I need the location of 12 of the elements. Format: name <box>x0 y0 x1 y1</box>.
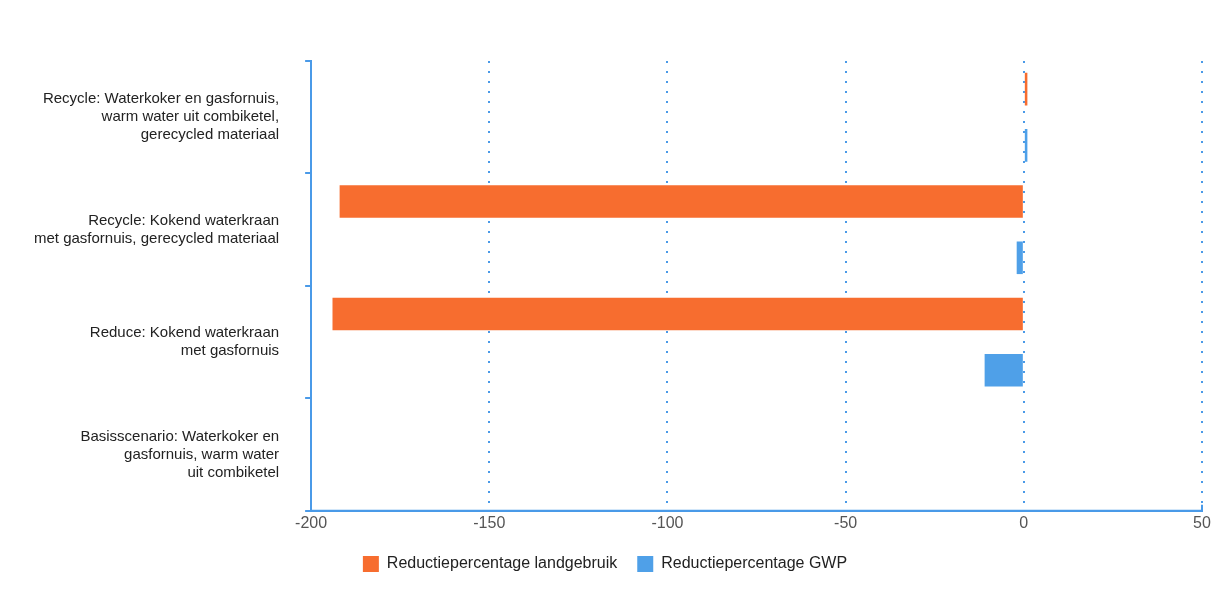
x-tick-label: -200 <box>295 513 328 531</box>
x-tick-label: -50 <box>834 513 858 531</box>
x-tick-label: 50 <box>1193 513 1211 531</box>
y-tick-label: Reduce: Kokend waterkraan met gasfornuis <box>89 323 280 359</box>
y-tick-label: Basisscenario: Waterkoker en gasfornuis, warm water uit combiketel <box>80 426 280 480</box>
x-tick-label: -100 <box>651 513 684 531</box>
legend-label: Reductiepercentage landgebruik <box>386 554 619 572</box>
x-tick-label: 0 <box>1019 513 1029 531</box>
y-tick-label: Recycle: Waterkoker en gasfornuis, warm water uit combiketel, gerecycled materiaal <box>42 89 280 143</box>
x-tick-label: -150 <box>473 513 506 531</box>
y-tick-label: Recycle: Kokend waterkraan met gasfornuis, gerecycled materiaal <box>33 210 280 246</box>
legend-label: Reductiepercentage GWP <box>661 554 848 572</box>
